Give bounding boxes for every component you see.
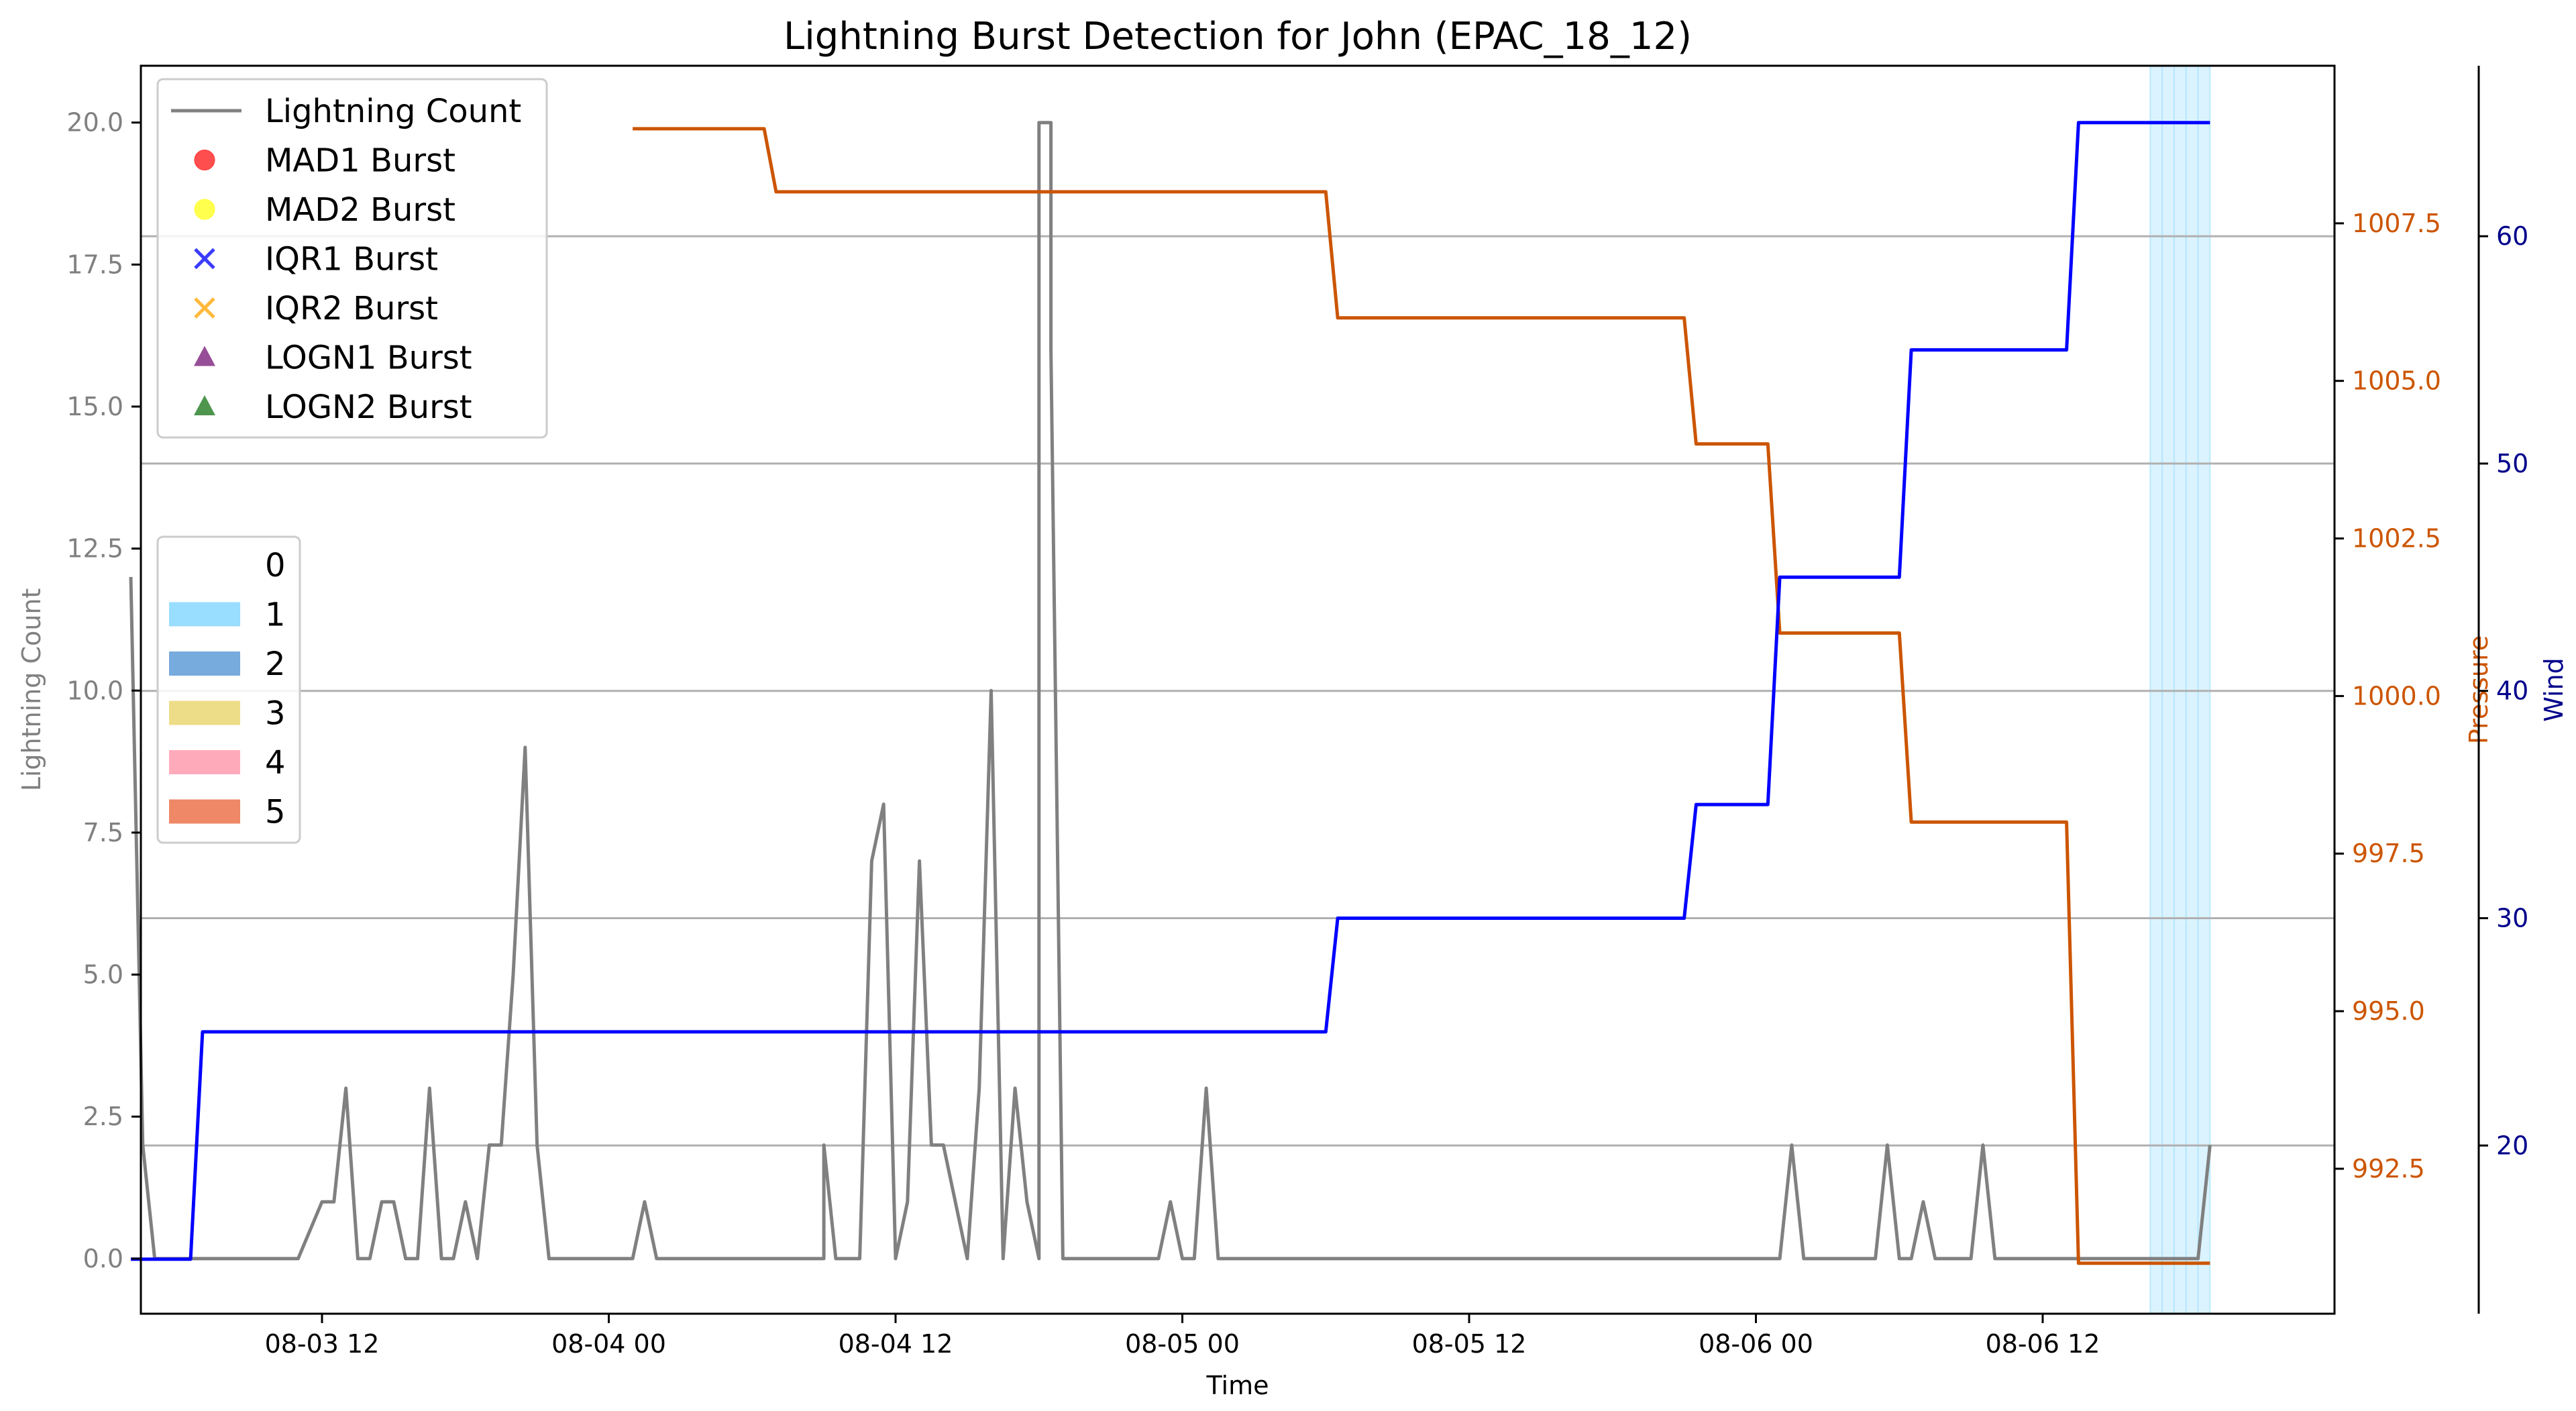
x-tick-label: 08-03 12 — [265, 1329, 380, 1359]
wind-tick-label: 20 — [2496, 1131, 2528, 1160]
x-tick-label: 08-06 00 — [1699, 1329, 1813, 1359]
category-swatch — [169, 799, 240, 824]
legend-x-icon — [194, 297, 215, 319]
legend-label: LOGN1 Burst — [265, 339, 472, 377]
legend-triangle-icon — [194, 346, 215, 366]
lightning-tick-label: 5.0 — [83, 960, 123, 990]
x-axis-label: Time — [1206, 1371, 1269, 1400]
legend-label: IQR1 Burst — [265, 241, 438, 278]
x-tick-label: 08-04 12 — [839, 1329, 953, 1359]
category-label: 5 — [265, 794, 286, 831]
legend-label: Lightning Count — [265, 93, 521, 130]
category-label: 2 — [265, 645, 286, 683]
chart-title: Lightning Burst Detection for John (EPAC… — [784, 15, 1692, 58]
category-legend-items: 0 1 2 3 4 5 — [169, 547, 286, 831]
series-lines — [129, 121, 2212, 1265]
legend-triangle-icon — [194, 395, 215, 415]
wind-tick-label: 50 — [2496, 449, 2528, 478]
lightning-tick-label: 10.0 — [66, 676, 123, 705]
series-legend: Lightning Count MAD1 Burst MAD2 Burst IQR1 … — [156, 78, 548, 439]
series-legend-items: Lightning Count MAD1 Burst MAD2 Burst IQR1 … — [171, 93, 521, 426]
series-line-pressure — [633, 127, 2210, 1265]
category-swatch — [169, 700, 240, 725]
legend-circle-icon — [194, 150, 215, 170]
wind-axis-label: Wind — [2539, 658, 2569, 722]
legend-label: IQR2 Burst — [265, 290, 438, 327]
lightning-tick-label: 0.0 — [83, 1244, 123, 1273]
series-line-wind — [131, 121, 2210, 1261]
category-swatch — [169, 750, 240, 774]
lightning-count-axis: 0.0 2.5 5.0 7.5 10.0 12.5 15.0 17.5 20.0 — [66, 108, 141, 1273]
category-label: 0 — [265, 547, 286, 584]
x-tick-label: 08-05 00 — [1125, 1329, 1240, 1359]
category-label: 1 — [265, 596, 286, 634]
lightning-tick-label: 20.0 — [66, 108, 123, 138]
wind-axis: 20 30 40 50 60 — [2479, 221, 2528, 1160]
legend-label: LOGN2 Burst — [265, 388, 472, 426]
x-tick-label: 08-06 12 — [1986, 1329, 2100, 1359]
pressure-tick-label: 1005.0 — [2352, 366, 2441, 396]
pressure-tick-label: 1007.5 — [2352, 209, 2441, 238]
x-tick-label: 08-05 12 — [1412, 1329, 1527, 1359]
pressure-tick-label: 1002.5 — [2352, 524, 2441, 554]
plot-area — [129, 64, 2336, 1315]
pressure-tick-label: 1000.0 — [2352, 681, 2441, 711]
category-swatch — [169, 553, 240, 577]
category-label: 4 — [265, 744, 286, 782]
wind-tick-label: 60 — [2496, 221, 2528, 251]
category-swatch — [169, 651, 240, 676]
lightning-tick-label: 15.0 — [66, 392, 123, 421]
category-legend: 0 1 2 3 4 5 — [156, 535, 301, 844]
series-line-lightning-count — [129, 121, 2212, 1261]
legend-label: MAD1 Burst — [265, 142, 455, 180]
category-span-band — [2150, 66, 2210, 1314]
series-legend-box — [156, 78, 548, 439]
wind-tick-label: 40 — [2496, 676, 2528, 706]
pressure-axis: 992.5 995.0 997.5 1000.0 1002.5 1005.0 1007.5 — [2334, 209, 2441, 1184]
legend-circle-icon — [194, 199, 215, 220]
lightning-tick-label: 12.5 — [66, 534, 123, 564]
lightning-tick-label: 17.5 — [66, 250, 123, 279]
pressure-tick-label: 995.0 — [2352, 996, 2425, 1026]
category-label: 3 — [265, 695, 286, 733]
pressure-tick-label: 997.5 — [2352, 839, 2425, 868]
lightning-tick-label: 7.5 — [83, 818, 123, 847]
wind-tick-label: 30 — [2496, 903, 2528, 933]
lightning-count-axis-label: Lightning Count — [17, 588, 46, 792]
category-swatch — [169, 602, 240, 627]
legend-x-icon — [194, 248, 215, 270]
x-tick-label: 08-04 00 — [551, 1329, 666, 1359]
lightning-tick-label: 2.5 — [83, 1102, 123, 1131]
x-axis: 08-03 12 08-04 00 08-04 12 08-05 00 08-05 12… — [265, 1314, 2100, 1359]
pressure-tick-label: 992.5 — [2352, 1154, 2425, 1184]
category-spans — [2149, 66, 2211, 1314]
legend-label: MAD2 Burst — [265, 191, 455, 229]
